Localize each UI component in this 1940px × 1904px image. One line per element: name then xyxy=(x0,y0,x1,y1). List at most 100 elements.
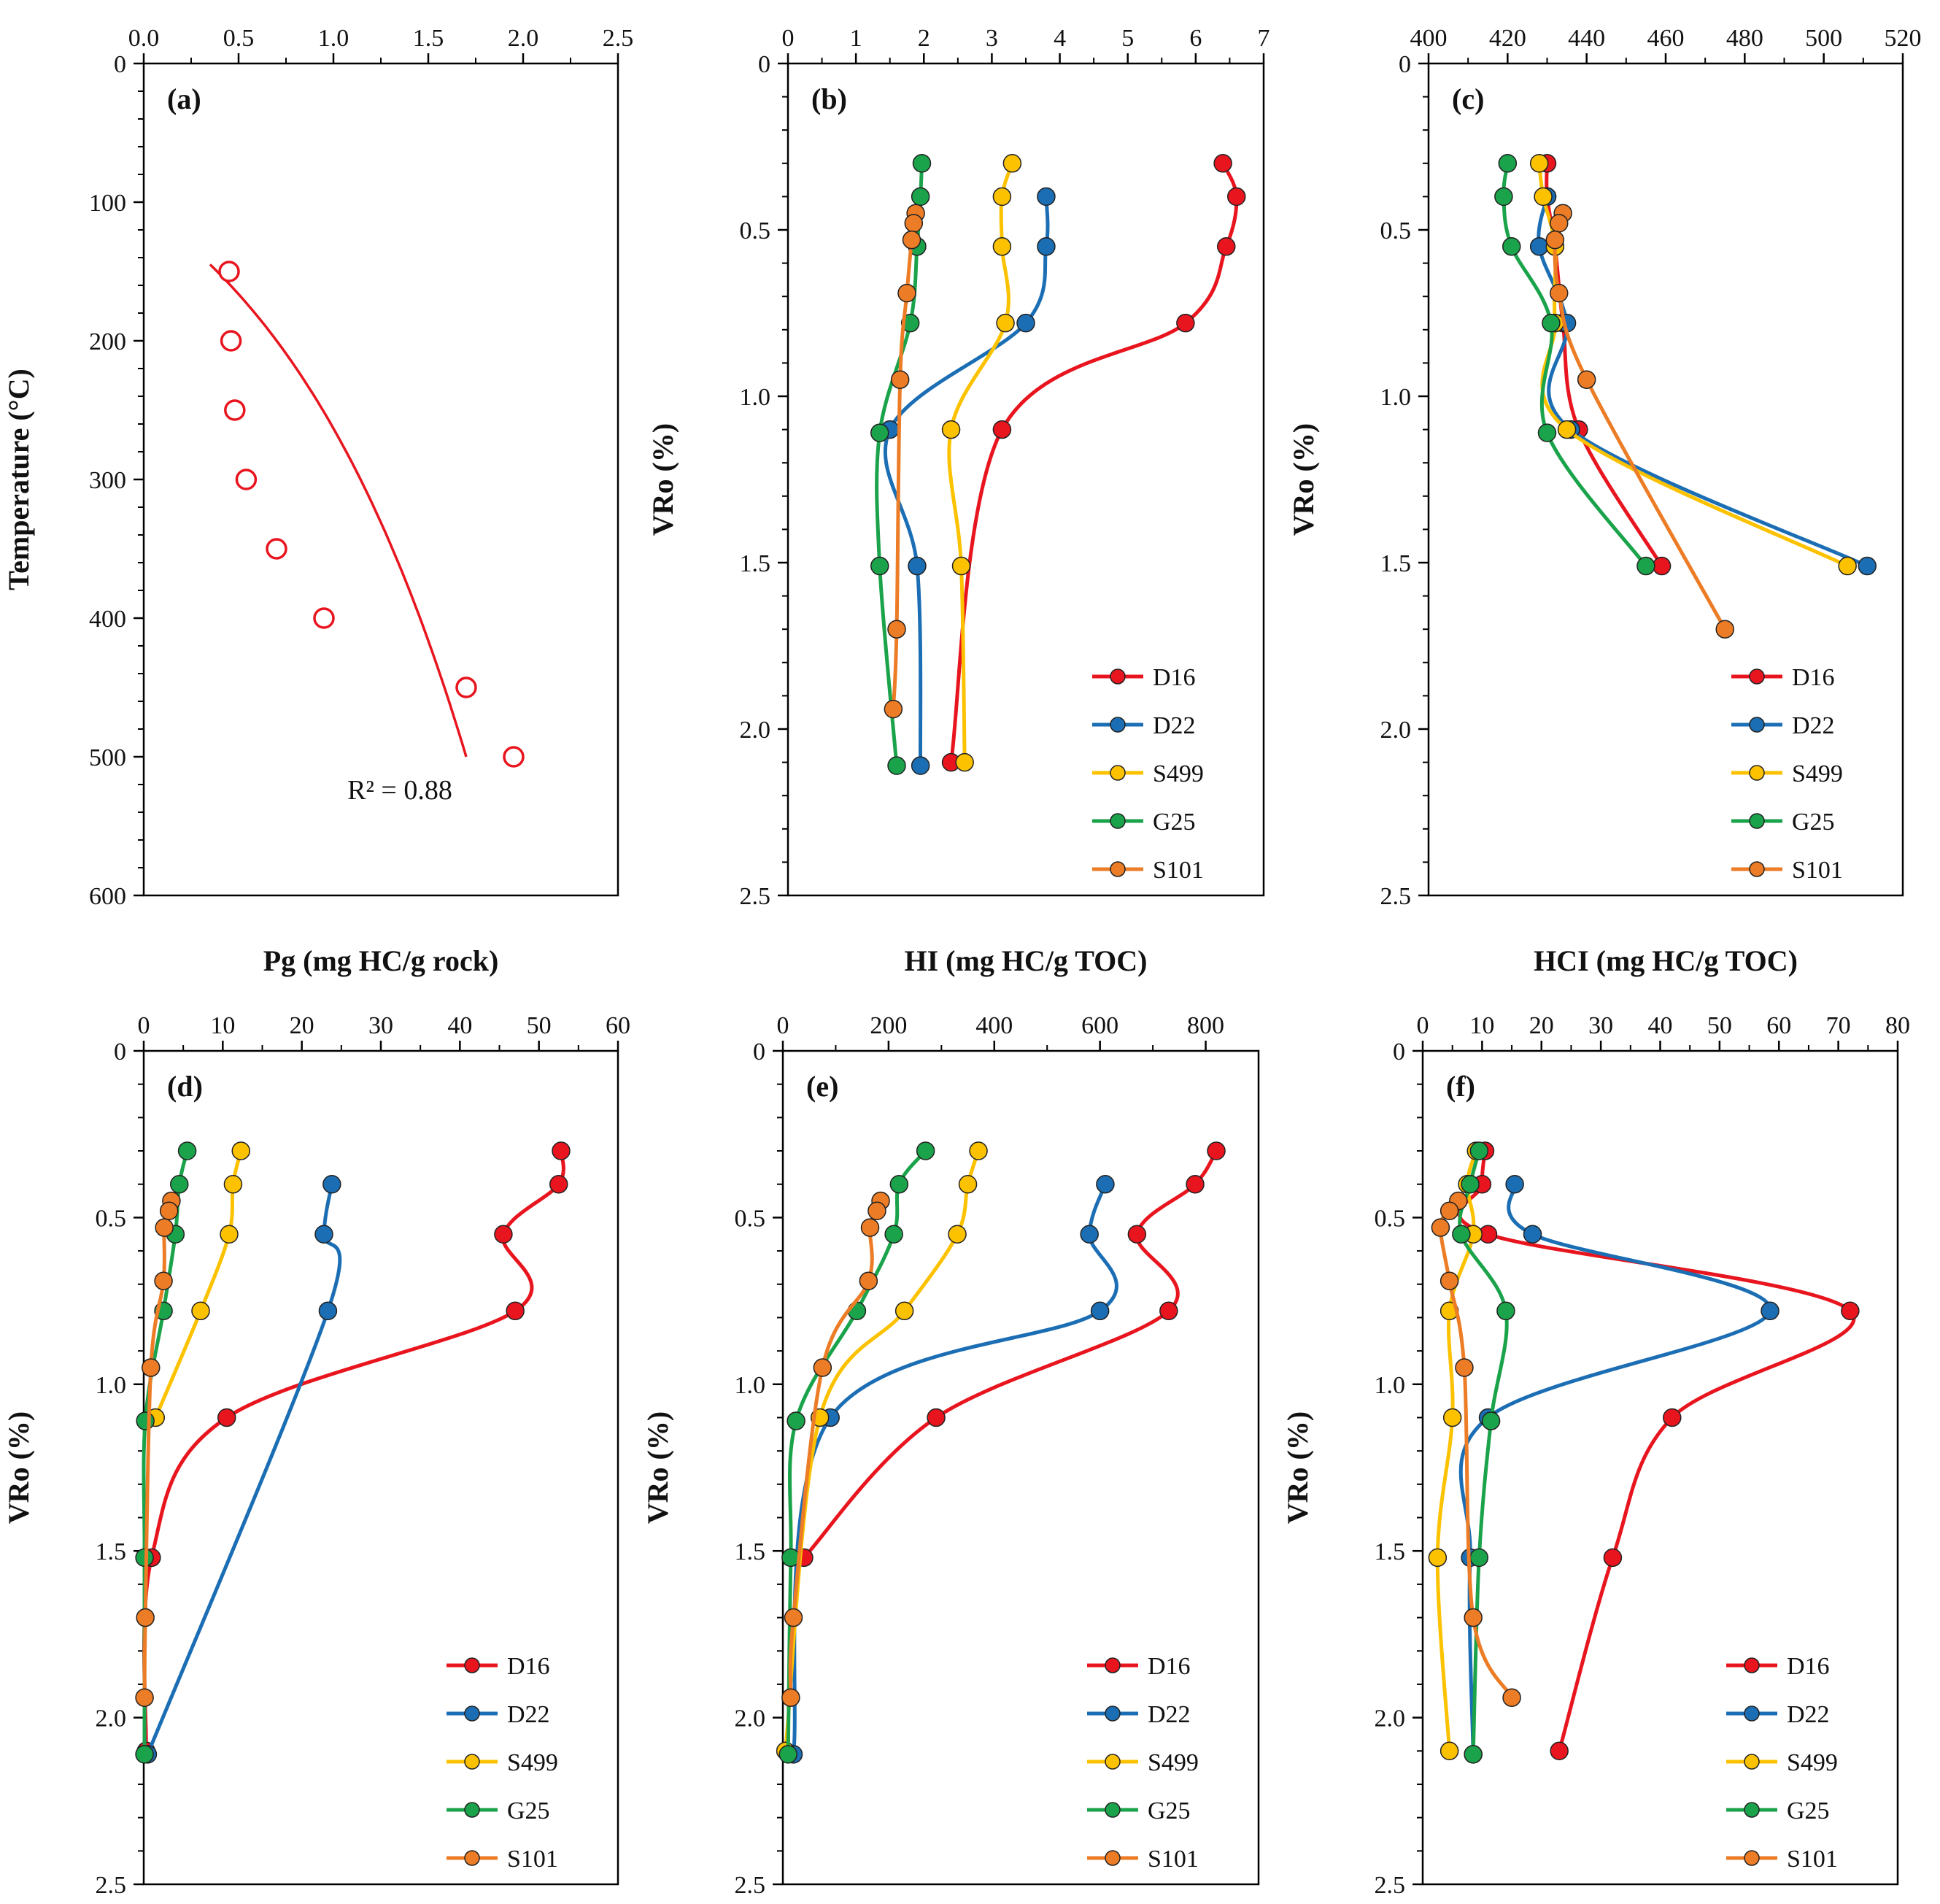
x-tick-label: 2.0 xyxy=(508,25,539,52)
x-tick-label: 40 xyxy=(1648,1012,1673,1039)
data-point-d22 xyxy=(1858,556,1877,576)
data-point-g25 xyxy=(177,1141,197,1160)
panel-e: 0 200 400 600 800 0 0.5 1.0 1.5 2.0 2.5 VRo (%) (e) D… xyxy=(641,1012,1260,1899)
y-axis-title: VRo (%) xyxy=(1287,423,1320,536)
data-point-s101 xyxy=(159,1201,179,1221)
scatter-point xyxy=(220,330,242,352)
legend-item-s101: S101 xyxy=(447,1846,558,1873)
legend-marker xyxy=(1744,1657,1760,1673)
y-tick-label: 1.5 xyxy=(96,1538,127,1565)
y-tick-label: 1.0 xyxy=(1380,384,1412,411)
y-tick-label: 2.0 xyxy=(1375,1705,1406,1733)
panel-b: 0 1 2 3 4 5 6 7 0 0.5 1.0 1.5 2.0 2.5 VRo (%) (b) D16 D22… xyxy=(646,25,1270,910)
data-point-s101 xyxy=(884,699,903,719)
x-tick-label: 0.5 xyxy=(223,25,255,52)
y-tick-label: 1.0 xyxy=(740,384,771,411)
panel-d: 0 10 20 30 40 50 60 0 0.5 1.0 1.5 2.0 2.5 VRo (%) (d) D… xyxy=(2,1012,630,1899)
legend-label: D16 xyxy=(507,1653,550,1680)
y-tick-label: 1.0 xyxy=(1375,1372,1406,1399)
data-point-s101 xyxy=(1464,1608,1483,1627)
data-point-g25 xyxy=(884,1225,903,1244)
legend-marker xyxy=(1744,1754,1760,1770)
x-tick-label: 3 xyxy=(986,25,998,52)
data-point-s101 xyxy=(867,1201,886,1221)
y-tick-label: 500 xyxy=(89,744,126,771)
data-point-d16 xyxy=(1217,237,1236,256)
x-tick-label: 0 xyxy=(1417,1012,1429,1039)
legend-label: D22 xyxy=(507,1701,550,1728)
legend-label: G25 xyxy=(1148,1797,1191,1824)
legend-label: S101 xyxy=(1787,1846,1838,1873)
scatter-point xyxy=(235,469,258,490)
data-point-s101 xyxy=(1545,230,1565,250)
x-tick-label: 800 xyxy=(1187,1012,1224,1039)
x-tick-label: 420 xyxy=(1489,25,1526,52)
legend-item-s101: S101 xyxy=(1092,857,1204,884)
data-point-d16 xyxy=(1663,1408,1682,1427)
y-tick-label: 0 xyxy=(1399,51,1411,78)
data-point-d16 xyxy=(1186,1174,1205,1194)
y-tick-label: 1.5 xyxy=(1380,550,1412,577)
data-point-s101 xyxy=(887,620,906,639)
y-tick-label: 0.5 xyxy=(96,1205,127,1232)
y-tick-label: 2.5 xyxy=(1380,883,1412,910)
data-point-s499 xyxy=(231,1141,250,1160)
legend-label: G25 xyxy=(1792,809,1835,836)
data-point-s499 xyxy=(1439,1741,1459,1761)
x-tick-label: 50 xyxy=(1707,1012,1732,1039)
x-tick-label: 20 xyxy=(290,1012,314,1039)
data-point-g25 xyxy=(135,1745,154,1764)
data-point-s101 xyxy=(1439,1271,1459,1290)
y-tick-label: 0 xyxy=(114,51,126,78)
legend-marker xyxy=(1744,1705,1760,1722)
legend-item-s499: S499 xyxy=(447,1749,558,1776)
legend-item-g25: G25 xyxy=(1092,809,1196,836)
data-point-s101 xyxy=(154,1271,173,1290)
x-tick-label: 7 xyxy=(1258,25,1270,52)
x-tick-label: 30 xyxy=(368,1012,393,1039)
series-line-d22 xyxy=(1458,1182,1772,1757)
legend-marker xyxy=(1749,861,1765,877)
legend-item-d22: D22 xyxy=(447,1701,550,1728)
data-point-g25 xyxy=(1464,1745,1483,1764)
data-point-g25 xyxy=(170,1174,189,1194)
data-point-s101 xyxy=(897,283,916,303)
x-axis-title: HCI (mg HC/g TOC) xyxy=(1534,944,1798,977)
panel-a: 0.0 0.5 1.0 1.5 2.0 2.5 0 100 200 300 400 500 600 Tem… xyxy=(2,25,633,910)
data-point-g25 xyxy=(136,1411,155,1430)
data-point-d22 xyxy=(322,1174,341,1194)
x-tick-label: 0 xyxy=(777,1012,789,1039)
data-point-d22 xyxy=(1037,187,1056,207)
data-point-d22 xyxy=(1505,1174,1524,1194)
x-tick-label: 4 xyxy=(1054,25,1066,52)
legend-item-s101: S101 xyxy=(1087,1846,1199,1873)
data-point-d16 xyxy=(549,1174,568,1194)
x-tick-label: 30 xyxy=(1588,1012,1613,1039)
scatter-point xyxy=(266,538,287,560)
y-tick-label: 0 xyxy=(114,1038,126,1065)
data-point-s101 xyxy=(860,1218,880,1237)
y-axis-title: VRo (%) xyxy=(641,1411,674,1524)
fit-curve xyxy=(209,263,468,758)
data-point-g25 xyxy=(1494,187,1513,207)
data-point-s499 xyxy=(958,1174,978,1194)
legend-marker xyxy=(1110,813,1126,829)
y-tick-label: 600 xyxy=(89,883,126,910)
y-tick-label: 2.5 xyxy=(1375,1872,1406,1899)
data-point-g25 xyxy=(1496,1301,1515,1321)
legend-item-d22: D22 xyxy=(1087,1701,1191,1728)
data-point-g25 xyxy=(889,1174,909,1194)
x-tick-label: 480 xyxy=(1726,25,1763,52)
data-point-s499 xyxy=(191,1301,210,1321)
series-line-s499 xyxy=(784,1149,981,1753)
legend-item-d16: D16 xyxy=(1087,1653,1191,1680)
legend-label: S101 xyxy=(1792,857,1843,884)
legend-marker xyxy=(1749,813,1765,829)
data-point-s499 xyxy=(1529,154,1549,173)
legend-item-g25: G25 xyxy=(447,1797,550,1824)
data-point-s101 xyxy=(781,1688,800,1707)
data-point-s499 xyxy=(1002,154,1022,173)
data-point-d16 xyxy=(217,1408,236,1427)
data-point-g25 xyxy=(1537,423,1557,442)
